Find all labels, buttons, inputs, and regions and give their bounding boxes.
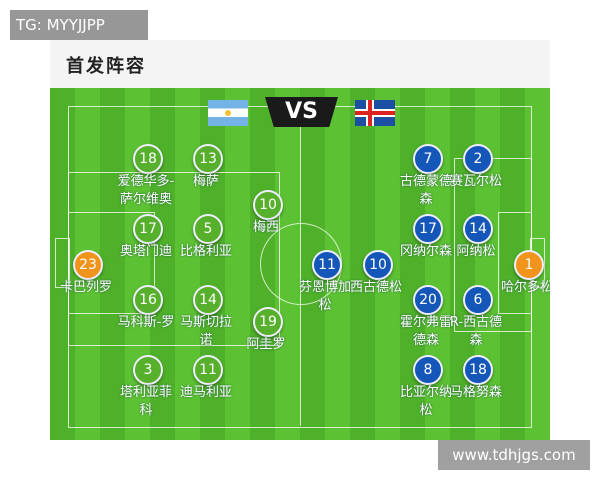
argentina-player-name: 塔利亚菲科 <box>119 385 172 418</box>
iceland-player-name: 阿纳松 <box>456 244 496 259</box>
argentina-player-number: 19 <box>253 307 283 337</box>
iceland-player-name: R-西古德森 <box>449 315 503 348</box>
iceland-flag-icon <box>355 100 395 126</box>
argentina-player-number: 10 <box>253 190 283 220</box>
iceland-player-name: 马格努森 <box>449 385 502 400</box>
argentina-player-name: 梅萨 <box>192 174 219 189</box>
iceland-player-number: 7 <box>413 144 443 174</box>
argentina-player-number: 13 <box>193 144 223 174</box>
iceland-player-name: 芬恩博加松 <box>298 280 351 313</box>
argentina-player-name: 奥塔门迪 <box>119 244 172 259</box>
iceland-player-number: 10 <box>363 250 393 280</box>
argentina-player-number: 11 <box>193 355 223 385</box>
iceland-player-number: 2 <box>463 144 493 174</box>
argentina-flag-icon <box>208 100 248 126</box>
argentina-player-name: 马斯切拉诺 <box>179 315 232 348</box>
argentina-player-number: 23 <box>73 250 103 280</box>
argentina-player-number: 5 <box>193 214 223 244</box>
pitch: VS 23 卡巴列罗 18 爱德华多-萨尔维奥 17 奥塔门迪 16 马科斯-罗 3 塔利亚菲科 1… <box>50 88 550 440</box>
iceland-player-name: 比亚尔纳松 <box>399 385 452 418</box>
header-card: 首发阵容 <box>50 40 550 88</box>
iceland-player-name: 西古德松 <box>349 280 402 295</box>
argentina-player-name: 比格利亚 <box>179 244 232 259</box>
argentina-player-number: 14 <box>193 285 223 315</box>
iceland-player-name: 古德蒙德森 <box>399 174 452 207</box>
iceland-player-name: 赛瓦尔松 <box>449 174 502 189</box>
left-goal-area <box>68 212 155 314</box>
iceland-player-name: 冈纳尔森 <box>399 244 452 259</box>
iceland-player-number: 6 <box>463 285 493 315</box>
argentina-player-name: 爱德华多-萨尔维奥 <box>117 174 175 207</box>
iceland-player-number: 17 <box>413 214 443 244</box>
argentina-player-name: 卡巴列罗 <box>59 280 112 295</box>
argentina-player-number: 17 <box>133 214 163 244</box>
iceland-player-number: 1 <box>514 250 544 280</box>
argentina-player-name: 阿圭罗 <box>246 337 286 352</box>
iceland-player-number: 18 <box>463 355 493 385</box>
iceland-player-number: 20 <box>413 285 443 315</box>
argentina-player-name: 马科斯-罗 <box>117 315 175 330</box>
page-title: 首发阵容 <box>66 56 146 77</box>
vs-badge: VS <box>265 97 338 127</box>
iceland-player-number: 11 <box>312 250 342 280</box>
overlay-label: TG: MYYJJPP <box>10 10 148 40</box>
argentina-player-name: 梅西 <box>252 220 279 235</box>
iceland-player-number: 14 <box>463 214 493 244</box>
iceland-player-name: 哈尔多松 <box>500 280 550 295</box>
iceland-player-name: 霍尔弗雷德森 <box>399 315 452 348</box>
watermark: www.tdhjgs.com <box>438 440 590 470</box>
left-goal <box>55 238 70 288</box>
argentina-player-number: 3 <box>133 355 163 385</box>
argentina-player-number: 16 <box>133 285 163 315</box>
argentina-player-number: 18 <box>133 144 163 174</box>
argentina-player-name: 迪马利亚 <box>179 385 232 400</box>
iceland-player-number: 8 <box>413 355 443 385</box>
